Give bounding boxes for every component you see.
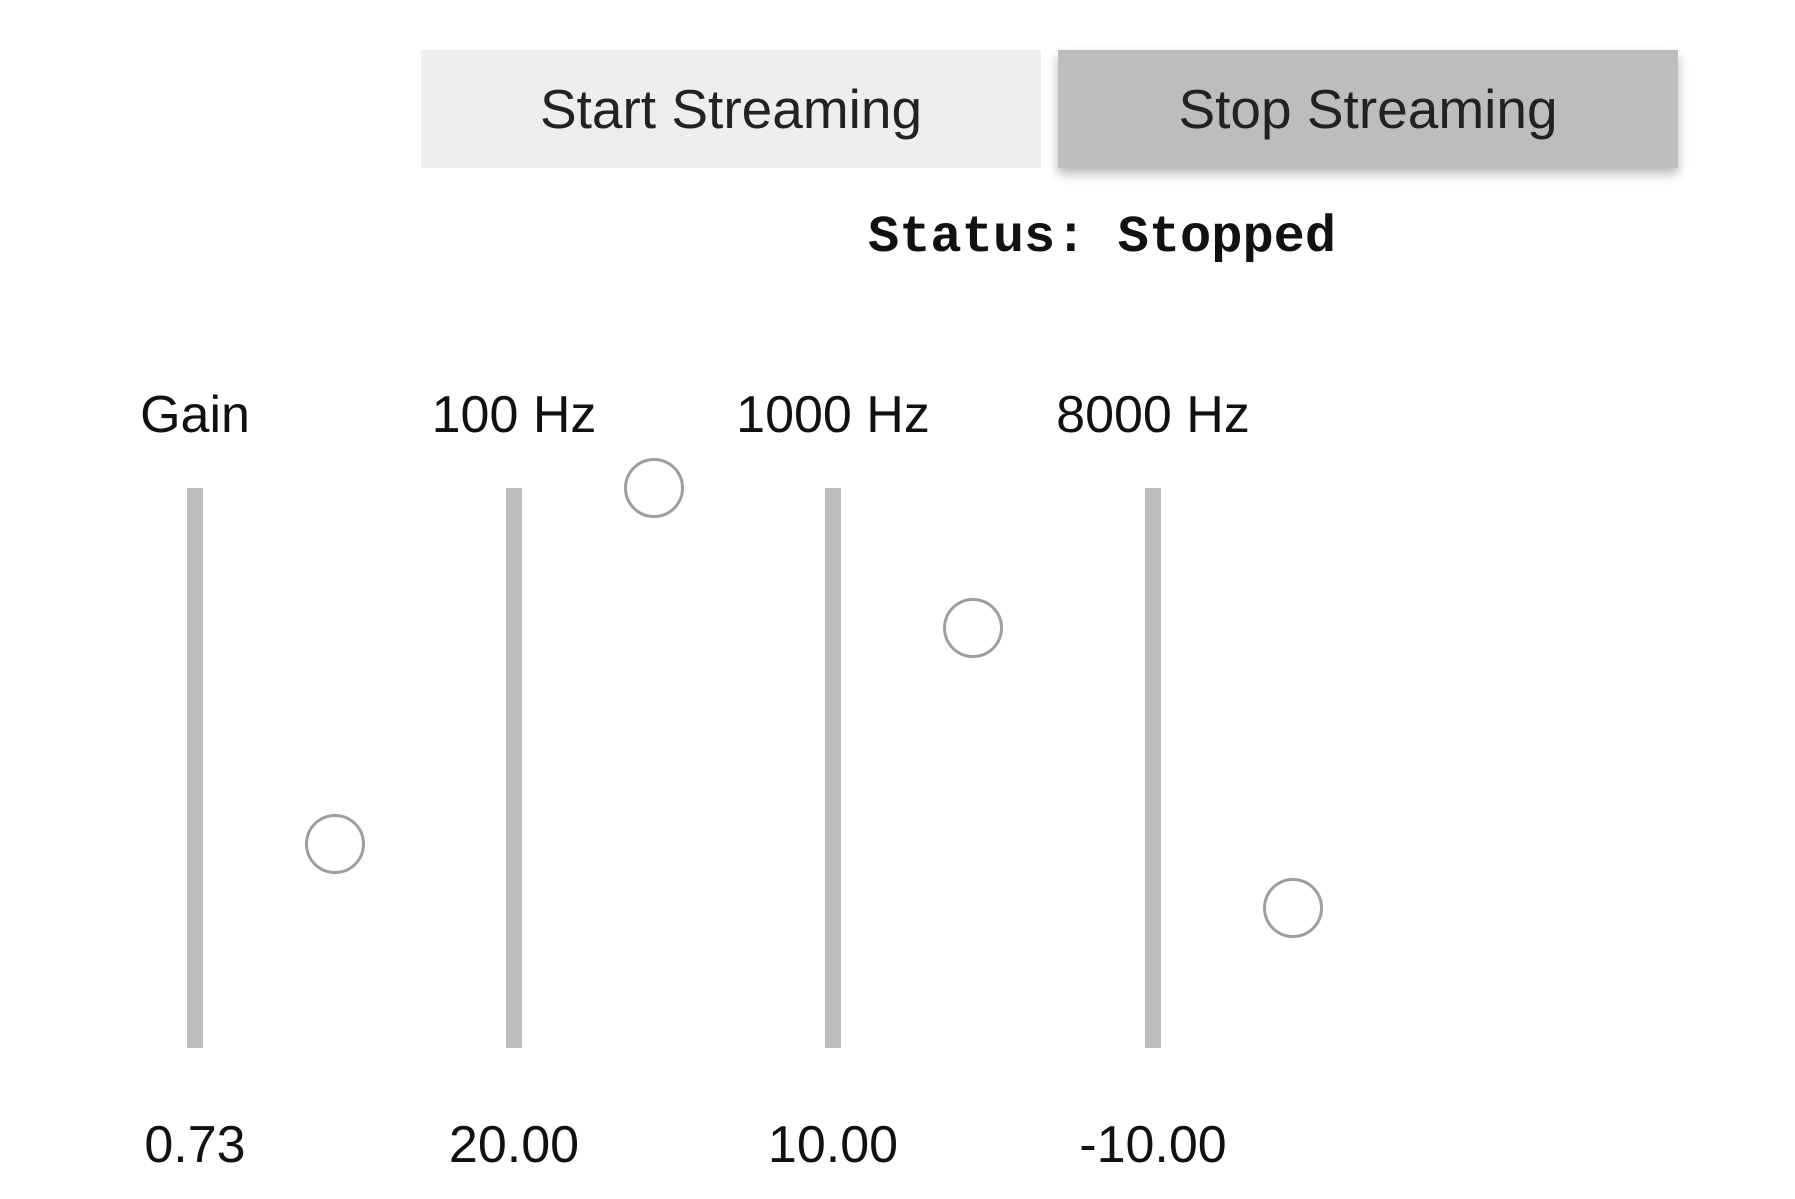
eq-1000hz-label: 1000 Hz — [736, 386, 930, 444]
eq-100hz-label: 100 Hz — [431, 386, 597, 444]
stop-streaming-button[interactable]: Stop Streaming — [1058, 50, 1678, 168]
eq-8000hz-value: -10.00 — [1079, 1116, 1227, 1174]
eq-8000hz-slider-group: 8000 Hz -10.00 — [1003, 380, 1323, 1180]
gain-label: Gain — [140, 386, 250, 444]
eq-8000hz-slider[interactable] — [1145, 488, 1323, 1048]
eq-100hz-slider[interactable] — [506, 458, 684, 1048]
eq-100hz-slider-group: 100 Hz 20.00 — [364, 380, 684, 1180]
eq-1000hz-slider-thumb[interactable] — [943, 598, 1003, 658]
eq-8000hz-slider-thumb[interactable] — [1263, 878, 1323, 938]
eq-100hz-slider-thumb[interactable] — [624, 458, 684, 518]
start-streaming-button[interactable]: Start Streaming — [421, 50, 1041, 168]
eq-1000hz-slider-group: 1000 Hz 10.00 — [683, 380, 1003, 1180]
eq-1000hz-value: 10.00 — [767, 1116, 899, 1174]
gain-value: 0.73 — [144, 1116, 246, 1174]
eq-100hz-value: 20.00 — [448, 1116, 580, 1174]
gain-slider-thumb[interactable] — [305, 813, 365, 874]
gain-slider-group: Gain 0.73 — [45, 380, 365, 1180]
eq-1000hz-slider[interactable] — [825, 488, 1003, 1048]
status-text: Status: Stopped — [868, 208, 1337, 267]
eq-8000hz-label: 8000 Hz — [1056, 386, 1250, 444]
gain-slider[interactable] — [187, 488, 365, 1048]
